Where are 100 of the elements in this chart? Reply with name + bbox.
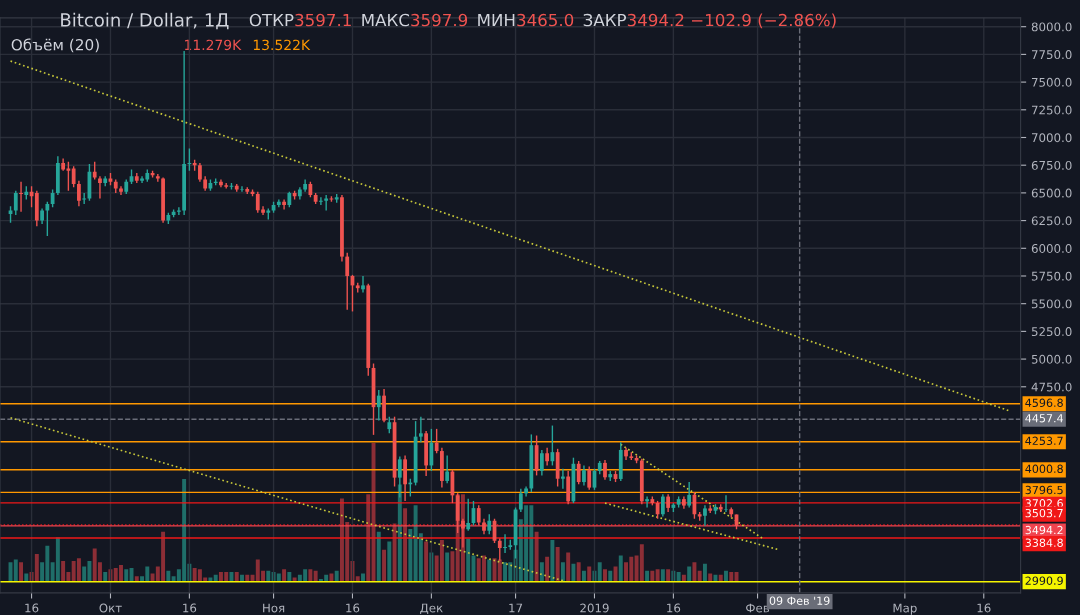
bar (329, 573, 334, 582)
candlestick (487, 513, 492, 535)
y-tick-label: 4750.0 (1031, 382, 1072, 392)
y-tick-label: 5000.0 (1031, 354, 1072, 364)
candlestick (82, 192, 87, 205)
bar (645, 570, 650, 582)
candlestick (71, 165, 76, 189)
bar (676, 572, 681, 582)
candlestick (282, 198, 286, 211)
bar (287, 572, 292, 582)
bar (597, 562, 602, 582)
bar (555, 547, 560, 582)
candlestick (687, 481, 692, 509)
candlestick (703, 504, 707, 527)
ref-line-label: 3702.6 (1025, 499, 1063, 508)
y-tick-label: 6000.0 (1031, 244, 1072, 253)
bar (466, 538, 471, 582)
bar (729, 572, 734, 582)
bar (566, 552, 571, 582)
candlestick (561, 468, 565, 490)
candlestick (319, 196, 323, 206)
annotation: 3597.9 (411, 13, 468, 27)
ref-line-label: 3796.5 (1025, 485, 1063, 495)
bar (334, 570, 339, 582)
bar (545, 556, 550, 582)
bar (408, 528, 413, 582)
bar (55, 537, 60, 582)
bar (361, 573, 365, 582)
bar (534, 531, 539, 582)
bar (313, 570, 318, 582)
y-tick-label: 5500.0 (1031, 299, 1072, 309)
bar (376, 531, 381, 582)
candlestick (155, 173, 160, 183)
bar (660, 569, 665, 582)
bar (439, 540, 444, 582)
bar (650, 570, 655, 582)
legend-label: 3503.7 (1025, 508, 1063, 518)
y-tick-label: 7250.0 (1031, 105, 1072, 115)
candlestick (255, 191, 260, 214)
bar (103, 572, 108, 582)
bar (581, 570, 586, 582)
bar (702, 563, 707, 582)
bar (234, 572, 239, 582)
x-tick-label: Ноя (263, 603, 285, 613)
bar (697, 570, 702, 582)
bar (618, 555, 623, 582)
bar (571, 563, 576, 582)
candlestick (176, 206, 181, 216)
y-tick-label: 6500.0 (1031, 188, 1072, 198)
bar (24, 573, 29, 582)
chart-title: Объём (20) (11, 38, 99, 53)
candlestick (324, 194, 329, 212)
annotation: 3465.0 (517, 13, 574, 27)
y-tick-label: 8000.0 (1031, 22, 1072, 32)
bar (666, 569, 671, 582)
candlestick (518, 488, 523, 513)
candlestick (587, 465, 592, 491)
candlestick (45, 201, 50, 237)
bar (724, 570, 728, 582)
x-tick-label: Дек (420, 603, 443, 615)
bar (308, 569, 313, 582)
candlestick (550, 424, 555, 467)
annotation: ЗАКР (583, 13, 627, 27)
candlestick (476, 504, 481, 526)
bar (134, 576, 139, 582)
candlestick (582, 464, 586, 487)
bar (450, 551, 455, 582)
bar (576, 562, 581, 582)
bar (708, 573, 713, 582)
bar (503, 562, 508, 582)
ref-line-label: 4457.4 (1025, 414, 1064, 423)
candlestick (503, 533, 507, 554)
bar (655, 569, 660, 582)
ref-line-label: 09 Фев '19 (769, 596, 830, 605)
candlestick (539, 449, 544, 477)
y-tick-label: 7500.0 (1031, 77, 1072, 87)
bar (392, 523, 397, 582)
candlestick (361, 275, 365, 294)
candlestick (240, 185, 244, 193)
x-tick-label: 16 (183, 603, 197, 613)
candlestick (660, 493, 665, 518)
bar (550, 540, 555, 582)
bar (497, 559, 502, 582)
candlestick (466, 497, 471, 532)
bar (34, 553, 39, 582)
annotation: 3597.1 (295, 13, 351, 27)
ref-line-label: 4000.8 (1025, 464, 1063, 474)
y-tick-label: 5250.0 (1031, 327, 1072, 337)
bar (166, 570, 171, 582)
bar (19, 562, 24, 582)
bar (692, 562, 697, 582)
x-tick-label: Окт (99, 603, 122, 613)
bar (282, 569, 287, 582)
bar (382, 549, 387, 582)
bar (61, 560, 66, 582)
y-tick-label: 7000.0 (1031, 133, 1072, 143)
candlestick (445, 454, 450, 484)
bar (487, 559, 492, 582)
candlestick (576, 460, 581, 485)
bar (639, 544, 644, 582)
